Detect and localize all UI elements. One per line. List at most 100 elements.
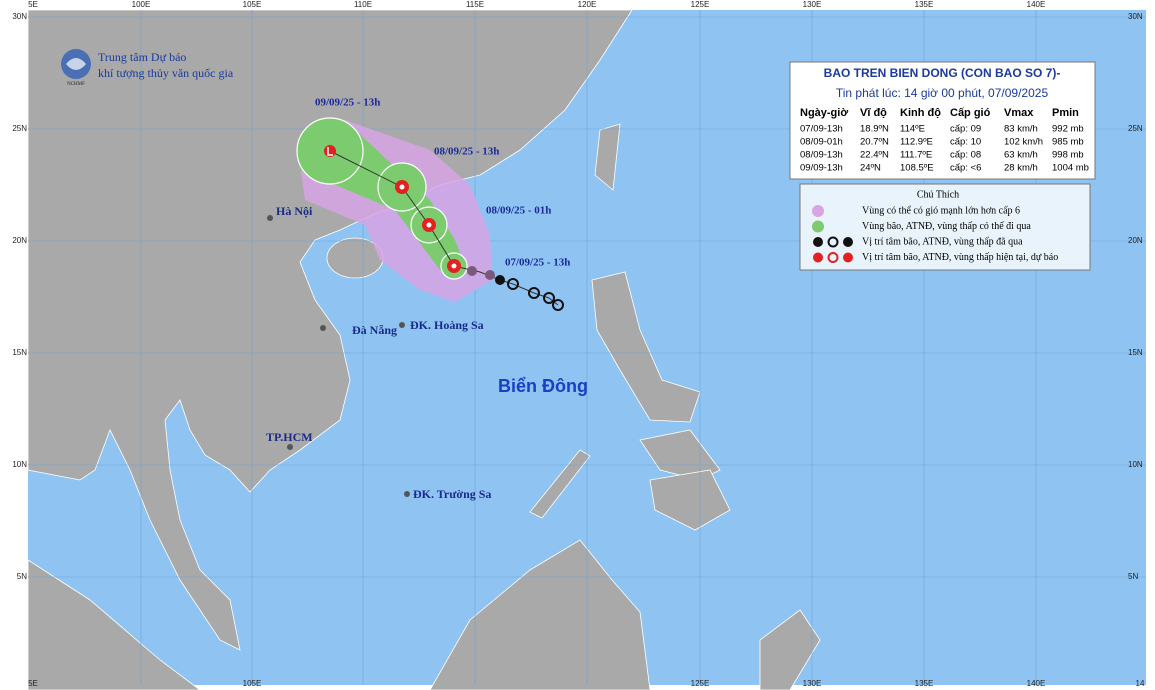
track-label: 09/09/25 - 13h <box>315 97 380 109</box>
place-label: Hà Nội <box>276 204 313 218</box>
info-panel <box>789 61 1096 180</box>
legend: Chú Thích Vùng có thể có gió mạnh lớn hơ… <box>799 183 1091 271</box>
legend-swatch <box>812 220 824 233</box>
past-point <box>543 292 555 304</box>
legend-swatch <box>812 205 824 217</box>
place-dot <box>404 491 410 497</box>
past-point <box>552 299 564 311</box>
low-icon <box>324 145 336 157</box>
lat-label: 25N <box>12 124 27 133</box>
table-cell: cấp: 09 <box>950 124 981 135</box>
taiwan <box>594 123 621 191</box>
table-cell: 111.7ºE <box>900 150 932 161</box>
table-cell: 09/09-13h <box>800 163 843 174</box>
table-cell: 20.7ºN <box>860 137 889 148</box>
low-mark <box>327 147 333 156</box>
table-cell: 112.9ºE <box>900 137 933 148</box>
org-name: Trung tâm Dự báo <box>98 50 186 64</box>
table-cell: 07/09-13h <box>800 124 843 135</box>
table-cell: cấp: 08 <box>950 150 981 161</box>
lat-label: 15N <box>1128 348 1143 357</box>
info-box: BAO TREN BIEN DONG (CON BAO SO 7)- Tin p… <box>789 61 1096 180</box>
storm-eye <box>451 263 457 269</box>
sulawesi <box>759 609 821 690</box>
palawan <box>529 449 591 519</box>
lat-label: 30N <box>1128 12 1143 21</box>
lon-label: 140E <box>1027 679 1046 688</box>
lon-label: 130E <box>803 679 822 688</box>
column-header: Pmin <box>1052 107 1079 119</box>
lat-label: 5N <box>1128 572 1138 581</box>
table-cell: 108.5ºE <box>900 163 934 174</box>
place-label: TP.HCM <box>266 430 313 444</box>
table-cell: 985 mb <box>1052 137 1084 148</box>
lon-label: 115E <box>466 0 484 9</box>
legend-swatch <box>843 237 853 247</box>
info-issued: Tin phát lúc: 14 giờ 00 phút, 07/09/2025 <box>836 86 1049 100</box>
lon-label: 130E <box>803 0 822 9</box>
storm-eye <box>426 222 432 228</box>
borneo <box>429 539 651 690</box>
track-label: 08/09/25 - 01h <box>486 205 551 217</box>
place-label: Đà Nẵng <box>352 323 397 337</box>
logo-text: NCHMF <box>67 82 85 87</box>
table-cell: 18.9ºN <box>860 124 889 135</box>
column-header: Ngày-giờ <box>800 107 848 119</box>
legend-swatch <box>827 252 839 263</box>
track-label: 07/09/25 - 13h <box>505 257 570 269</box>
table-cell: 08/09-01h <box>800 137 843 148</box>
lon-label: 120E <box>578 0 597 9</box>
table-cell: 83 km/h <box>1004 124 1038 135</box>
lat-label: 5N <box>17 572 27 581</box>
luzon <box>591 271 701 423</box>
legend-label: Vùng bão, ATNĐ, vùng thấp có thể đi qua <box>862 221 1031 232</box>
place-label: ĐK. Hoàng Sa <box>410 318 484 332</box>
legend-swatch <box>813 237 823 247</box>
lat-label: 10N <box>1128 460 1143 469</box>
past-point <box>467 266 477 276</box>
lon-label: 125E <box>691 679 710 688</box>
lon-label: 105E <box>243 679 262 688</box>
lon-label: 110E <box>354 0 372 9</box>
lon-label: 14 <box>1136 679 1145 688</box>
past-point <box>485 270 495 280</box>
table-cell: cấp: <6 <box>950 163 981 174</box>
column-header: Cấp gió <box>950 107 991 119</box>
labels: Hà Nội Đà Nẵng ĐK. Hoàng Sa Biển Đông TP.HCM… <box>266 97 588 501</box>
table-cell: 998 mb <box>1052 150 1084 161</box>
storm-eye <box>399 184 405 190</box>
logo: NCHMF Trung tâm Dự báo khí tượng thủy vă… <box>61 49 234 87</box>
table-cell: 28 km/h <box>1004 163 1038 174</box>
place-label: Biển Đông <box>498 376 588 396</box>
lat-label: 20N <box>12 236 27 245</box>
table-cell: 08/09-13h <box>800 150 843 161</box>
table-cell: 22.4ºN <box>860 150 889 161</box>
legend-label: Vùng có thể có gió mạnh lớn hơn cấp 6 <box>862 205 1020 216</box>
lon-label: 100E <box>132 0 151 9</box>
org-name: khí tượng thủy văn quốc gia <box>98 66 234 80</box>
lon-label: 125E <box>691 0 710 9</box>
lat-label: 15N <box>12 348 27 357</box>
past-track <box>467 266 564 311</box>
legend-title: Chú Thích <box>917 189 959 200</box>
lon-label: 105E <box>243 0 262 9</box>
column-header: Vmax <box>1004 107 1034 119</box>
sumatra <box>27 559 201 690</box>
legend-label: Vị trí tâm bão, ATNĐ, vùng thấp hiện tại… <box>862 252 1058 263</box>
lon-label: 5E <box>28 0 38 9</box>
legend-swatch <box>827 236 839 248</box>
table-cell: 102 km/h <box>1004 137 1043 148</box>
lat-label: 25N <box>1128 124 1143 133</box>
land <box>27 9 821 690</box>
forecast-points <box>324 145 461 273</box>
table-cell: 1004 mb <box>1052 163 1089 174</box>
past-point <box>495 275 505 285</box>
place-dot <box>320 325 326 331</box>
lon-label: 135E <box>915 0 934 9</box>
lon-label: 5E <box>28 679 38 688</box>
table-cell: 24ºN <box>860 163 881 174</box>
column-header: Vĩ độ <box>860 107 887 119</box>
legend-label: Vị trí tâm bão, ATNĐ, vùng thấp đã qua <box>862 236 1023 247</box>
lat-label: 10N <box>12 460 27 469</box>
